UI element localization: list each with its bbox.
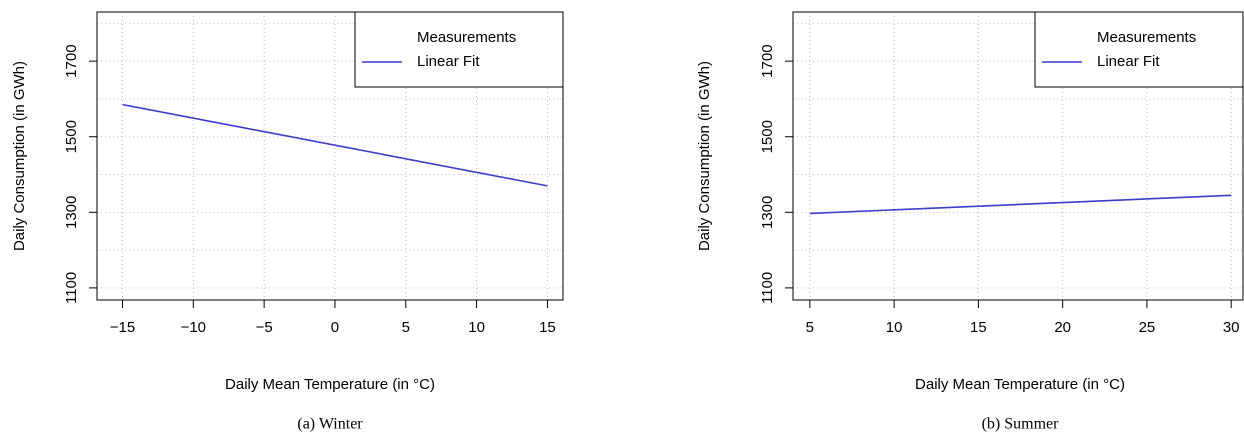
legend-box (1034, 11, 1244, 88)
x-tick-label: 5 (806, 319, 814, 336)
x-tick-label: 10 (468, 319, 485, 336)
x-tick-label: 10 (886, 319, 903, 336)
y-tick-label: 1300 (759, 196, 776, 229)
x-tick-label: −10 (181, 319, 206, 336)
y-tick-label: 1100 (759, 272, 776, 304)
legend-label: Linear Fit (1097, 53, 1160, 70)
caption: (a) Winter (297, 416, 363, 433)
x-tick-label: 15 (539, 319, 556, 336)
legend-label: Measurements (417, 29, 516, 46)
x-tick-label: −15 (110, 319, 135, 336)
line (809, 194, 1232, 215)
y-tick-label: 1100 (63, 272, 80, 304)
caption: (b) Summer (982, 416, 1060, 433)
x-axis-title: Daily Mean Temperature (in °C) (915, 376, 1125, 393)
line (122, 103, 548, 187)
y-tick-label: 1700 (759, 44, 776, 77)
x-tick-label: 25 (1139, 319, 1156, 336)
x-tick-label: −5 (256, 319, 273, 336)
legend-box (354, 11, 564, 88)
x-tick-label: 5 (402, 319, 410, 336)
x-tick-label: 30 (1223, 319, 1240, 336)
y-axis-title: Daily Consumption (in GWh) (11, 61, 28, 251)
y-axis-title: Daily Consumption (in GWh) (696, 61, 713, 251)
y-tick-label: 1500 (63, 120, 80, 153)
plot-frame (96, 11, 564, 301)
legend-label: Linear Fit (417, 53, 480, 70)
y-tick-label: 1700 (63, 44, 80, 77)
x-axis-title: Daily Mean Temperature (in °C) (225, 376, 435, 393)
y-tick-label: 1300 (63, 196, 80, 229)
legend-label: Measurements (1097, 29, 1196, 46)
y-tick-label: 1500 (759, 120, 776, 153)
plot-frame (792, 11, 1244, 301)
x-tick-label: 20 (1054, 319, 1071, 336)
x-tick-label: 15 (970, 319, 987, 336)
x-tick-label: 0 (331, 319, 339, 336)
